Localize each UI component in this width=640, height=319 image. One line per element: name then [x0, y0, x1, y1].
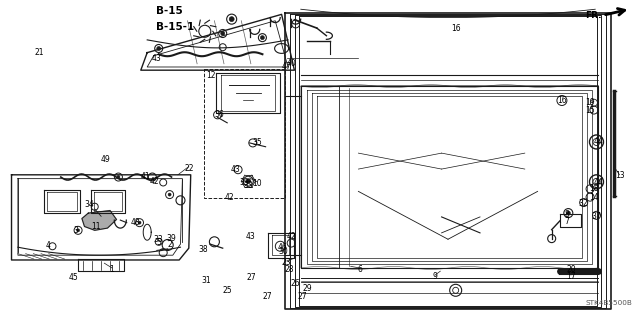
Text: 43: 43 — [230, 165, 241, 174]
Text: 19: 19 — [585, 98, 595, 107]
Text: 16: 16 — [557, 96, 567, 105]
Text: 33: 33 — [154, 235, 164, 244]
Text: 2: 2 — [167, 240, 172, 249]
Text: 12: 12 — [207, 71, 216, 80]
Circle shape — [260, 36, 264, 40]
Text: 21: 21 — [35, 48, 44, 57]
Text: 26: 26 — [291, 279, 301, 288]
Circle shape — [157, 47, 161, 50]
Polygon shape — [82, 211, 116, 230]
Text: 43: 43 — [152, 54, 162, 63]
Text: 3: 3 — [73, 226, 78, 235]
Text: 46: 46 — [278, 243, 288, 252]
Text: 13: 13 — [614, 171, 625, 180]
Text: 42: 42 — [224, 193, 234, 202]
Text: 5: 5 — [156, 238, 161, 247]
Text: B-15: B-15 — [156, 6, 182, 16]
Circle shape — [117, 175, 120, 179]
Text: 27: 27 — [262, 292, 273, 301]
Text: 39: 39 — [239, 178, 250, 187]
Text: 27: 27 — [246, 273, 256, 282]
Circle shape — [566, 211, 570, 215]
Text: 22: 22 — [184, 164, 193, 173]
Text: 11: 11 — [92, 222, 100, 231]
Text: 10: 10 — [252, 179, 262, 188]
Text: 33: 33 — [243, 181, 253, 190]
Text: 1: 1 — [109, 265, 115, 274]
Text: 17: 17 — [566, 272, 576, 281]
Text: 44: 44 — [593, 137, 604, 146]
Text: 35: 35 — [252, 138, 262, 147]
Text: 18: 18 — [589, 184, 598, 193]
Text: 8: 8 — [564, 210, 569, 219]
Text: 45: 45 — [68, 273, 79, 282]
Text: FR.: FR. — [585, 11, 602, 20]
Text: 47: 47 — [282, 62, 292, 71]
Text: 44: 44 — [593, 178, 604, 187]
Text: 23: 23 — [282, 258, 292, 267]
Text: 14: 14 — [589, 193, 599, 202]
Text: 28: 28 — [285, 265, 294, 274]
Text: 34: 34 — [84, 200, 95, 209]
Text: STK4B5500B: STK4B5500B — [586, 300, 632, 306]
Text: 6: 6 — [357, 265, 362, 274]
Text: 49: 49 — [100, 155, 111, 164]
Circle shape — [168, 193, 171, 196]
Text: B-15-1: B-15-1 — [156, 22, 194, 32]
Circle shape — [229, 17, 234, 22]
Text: 29: 29 — [302, 284, 312, 293]
Text: 16: 16 — [451, 24, 461, 33]
Text: 36: 36 — [214, 110, 224, 119]
Text: 7: 7 — [564, 217, 569, 226]
Text: 41: 41 — [141, 172, 151, 181]
Text: 42: 42 — [286, 232, 296, 241]
Circle shape — [221, 32, 225, 35]
Text: 38: 38 — [198, 245, 209, 254]
Text: 39: 39 — [166, 234, 177, 243]
Circle shape — [246, 179, 251, 184]
Text: 25: 25 — [222, 286, 232, 295]
Text: 30: 30 — [278, 247, 288, 256]
Text: 20: 20 — [566, 265, 576, 274]
Text: 43: 43 — [246, 232, 256, 241]
Text: 4: 4 — [45, 241, 51, 250]
Circle shape — [138, 221, 141, 224]
Text: 27: 27 — [297, 292, 307, 301]
Circle shape — [77, 229, 79, 232]
Text: 48: 48 — [131, 218, 141, 227]
Text: 15: 15 — [585, 106, 595, 115]
Text: 40: 40 — [286, 59, 296, 68]
Text: 42: 42 — [150, 177, 160, 186]
Text: 31: 31 — [201, 276, 211, 285]
Text: 32: 32 — [579, 199, 589, 208]
Text: 37: 37 — [591, 212, 602, 221]
Text: 9: 9 — [433, 272, 438, 281]
